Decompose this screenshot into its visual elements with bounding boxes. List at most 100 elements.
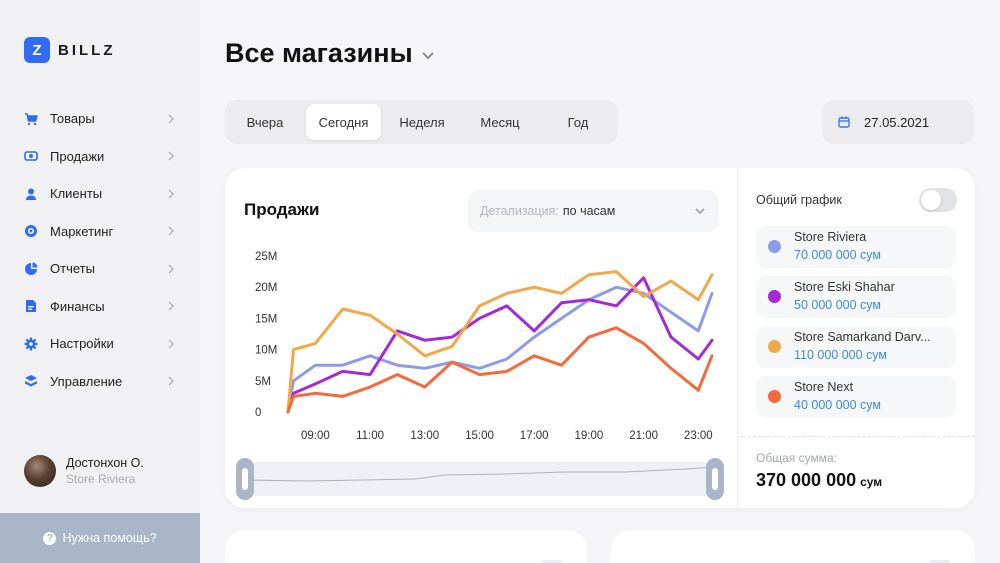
- sidebar-item-label: Отчеты: [50, 261, 95, 277]
- tab-yesterday[interactable]: Вчера: [246, 114, 284, 130]
- range-handle-left[interactable]: [236, 458, 254, 500]
- sidebar-item-sales[interactable]: Продажи: [0, 138, 200, 176]
- sidebar-nav: Товары Продажи Клиенты Маркетинг: [0, 100, 200, 400]
- date-value: 27.05.2021: [864, 114, 930, 130]
- store-name: Store Riviera: [794, 230, 867, 244]
- x-tick-label: 13:00: [410, 430, 439, 442]
- x-tick-label: 21:00: [629, 430, 658, 442]
- user-profile[interactable]: Достонхон О. Store Riviera: [24, 455, 144, 487]
- chevron-right-icon: [168, 301, 175, 311]
- tab-month[interactable]: Месяц: [480, 114, 520, 130]
- overall-chart-toggle[interactable]: [919, 188, 957, 212]
- sidebar-item-settings[interactable]: Настройки: [0, 325, 200, 363]
- toggle-knob: [921, 190, 941, 210]
- sidebar-item-products[interactable]: Товары: [0, 100, 200, 138]
- target-icon: [24, 224, 38, 238]
- sidebar-item-reports[interactable]: Отчеты: [0, 250, 200, 288]
- user-name: Достонхон О.: [66, 456, 144, 470]
- store-amount: 110 000 000 сум: [794, 348, 888, 362]
- chart-title: Продажи: [244, 200, 320, 219]
- store-color-dot: [768, 290, 781, 303]
- total-amount: 370 000 000 сум: [756, 470, 882, 491]
- date-picker[interactable]: 27.05.2021: [822, 100, 974, 144]
- toggle-label: Общий график: [756, 193, 842, 207]
- gear-icon: [24, 337, 38, 351]
- cart-icon: [24, 112, 38, 126]
- chevron-right-icon: [168, 189, 175, 199]
- range-navigator: [245, 462, 715, 496]
- chevron-right-icon: [168, 339, 175, 349]
- handle-grip: [242, 468, 248, 490]
- sidebar-item-label: Маркетинг: [50, 223, 114, 239]
- period-tabs: Вчера Сегодня Неделя Месяц Год: [225, 100, 618, 144]
- sidebar-item-label: Товары: [50, 111, 95, 127]
- card-divider: [737, 168, 738, 508]
- sidebar-item-label: Продажи: [50, 148, 105, 164]
- y-tick-label: 20M: [255, 282, 277, 294]
- x-tick-label: 15:00: [465, 430, 494, 442]
- detail-select[interactable]: Детализация: по часам: [468, 190, 718, 232]
- card-control[interactable]: [541, 560, 563, 563]
- store-color-dot: [768, 240, 781, 253]
- user-icon: [24, 187, 38, 201]
- detail-label: Детализация:: [480, 204, 559, 218]
- store-amount: 50 000 000 сум: [794, 298, 881, 312]
- card-control[interactable]: [929, 560, 951, 563]
- range-handle-right[interactable]: [706, 458, 724, 500]
- sales-chart: 25M 20M 15M 10M 5M 0 09:00 11:00 13:00 15:00 17:00…: [236, 251, 724, 500]
- sidebar-item-management[interactable]: Управление: [0, 363, 200, 401]
- chevron-right-icon: [168, 151, 175, 161]
- help-label: Нужна помощь?: [62, 531, 157, 545]
- tab-today[interactable]: Сегодня: [306, 104, 381, 140]
- tab-week[interactable]: Неделя: [399, 114, 445, 130]
- total-divider: [738, 436, 975, 437]
- pie-icon: [24, 262, 38, 276]
- x-tick-label: 23:00: [684, 430, 713, 442]
- chevron-right-icon: [168, 376, 175, 386]
- sales-icon: [24, 149, 38, 163]
- x-tick-label: 17:00: [520, 430, 549, 442]
- sales-card: Продажи Детализация: по часам 25M 20M 15M 1…: [225, 168, 975, 508]
- layers-icon: [24, 374, 38, 388]
- store-name: Store Next: [794, 380, 854, 394]
- help-button[interactable]: ? Нужна помощь?: [0, 513, 200, 563]
- brand-logo[interactable]: Z BILLZ: [24, 37, 116, 63]
- sidebar-item-label: Настройки: [50, 336, 114, 352]
- store-legend-item[interactable]: Store Samarkand Darv... 110 000 000 сум: [756, 326, 956, 368]
- total-unit: сум: [860, 475, 883, 489]
- logo-mark: Z: [24, 37, 50, 63]
- y-tick-label: 15M: [255, 313, 277, 325]
- chevron-down-icon: [695, 208, 705, 215]
- store-selector[interactable]: Все магазины: [225, 38, 435, 69]
- sidebar-item-label: Клиенты: [50, 186, 103, 202]
- user-store: Store Riviera: [66, 472, 136, 486]
- bottom-card-right: [611, 530, 975, 563]
- calendar-icon: [838, 116, 850, 128]
- store-legend-item[interactable]: Store Riviera 70 000 000 сум: [756, 226, 956, 268]
- series-line: [286, 270, 714, 414]
- tab-year[interactable]: Год: [567, 114, 589, 130]
- sidebar: Z BILLZ Товары Продажи Клиенты: [0, 0, 200, 563]
- series-line: [286, 276, 714, 414]
- y-tick-label: 0: [255, 407, 261, 419]
- total-label: Общая сумма:: [756, 451, 837, 465]
- store-color-dot: [768, 340, 781, 353]
- sidebar-item-finance[interactable]: Финансы: [0, 288, 200, 326]
- chevron-down-icon: [421, 51, 434, 59]
- x-tick-label: 19:00: [575, 430, 604, 442]
- store-amount: 70 000 000 сум: [794, 248, 881, 262]
- user-info: Достонхон О. Store Riviera: [66, 456, 144, 486]
- store-legend-item[interactable]: Store Eski Shahar 50 000 000 сум: [756, 276, 956, 318]
- handle-grip: [712, 468, 718, 490]
- chevron-right-icon: [168, 264, 175, 274]
- y-tick-label: 10M: [255, 345, 277, 357]
- sidebar-item-clients[interactable]: Клиенты: [0, 175, 200, 213]
- chevron-right-icon: [168, 114, 175, 124]
- y-tick-label: 5M: [255, 376, 271, 388]
- sidebar-item-marketing[interactable]: Маркетинг: [0, 213, 200, 251]
- x-tick-label: 11:00: [356, 430, 384, 442]
- document-icon: [24, 299, 38, 313]
- bottom-card-left: [225, 530, 587, 563]
- store-amount: 40 000 000 сум: [794, 398, 881, 412]
- store-legend-item[interactable]: Store Next 40 000 000 сум: [756, 376, 956, 418]
